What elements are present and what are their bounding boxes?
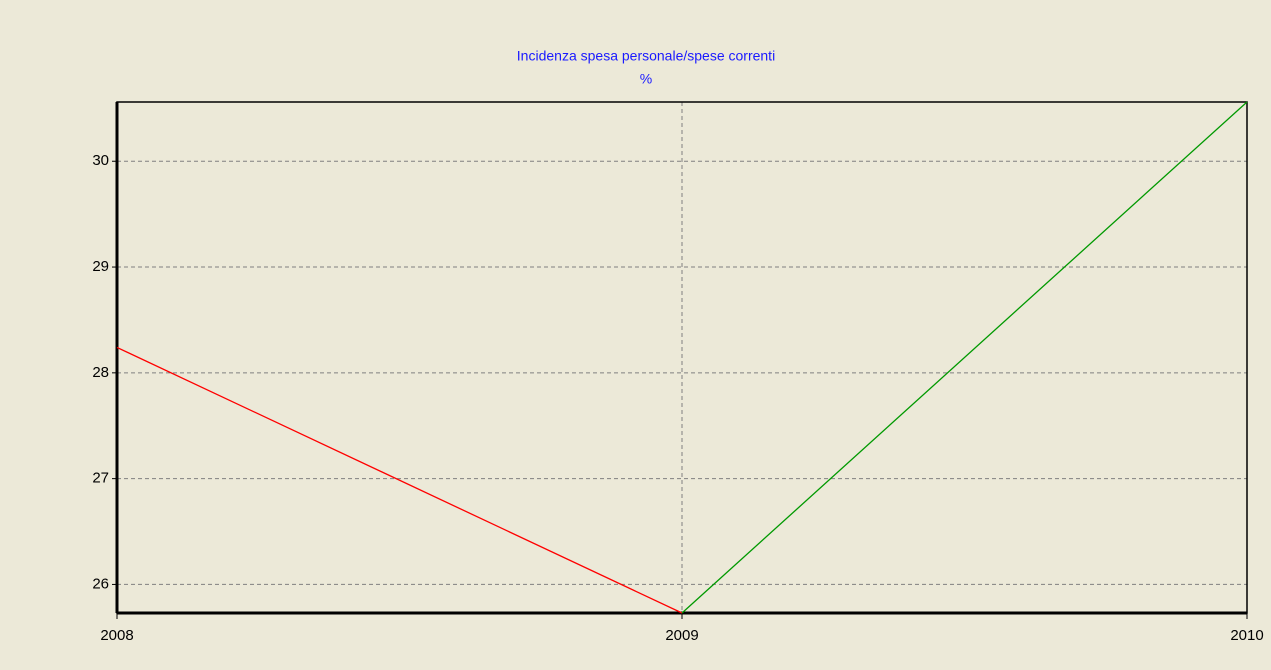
x-tick-label: 2008 xyxy=(100,627,133,644)
x-tick-label: 2010 xyxy=(1230,627,1263,644)
y-tick-label: 26 xyxy=(92,575,109,592)
line xyxy=(116,346,683,614)
chart-subtitle: % xyxy=(640,71,652,87)
x-tick-label: 2009 xyxy=(665,627,698,644)
y-tick-label: 30 xyxy=(92,152,109,169)
y-tick-label: 29 xyxy=(92,258,109,275)
y-tick-label: 27 xyxy=(92,470,109,487)
line xyxy=(681,101,1248,614)
chart-title: Incidenza spesa personale/spese correnti xyxy=(517,48,775,64)
y-tick-label: 28 xyxy=(92,364,109,381)
